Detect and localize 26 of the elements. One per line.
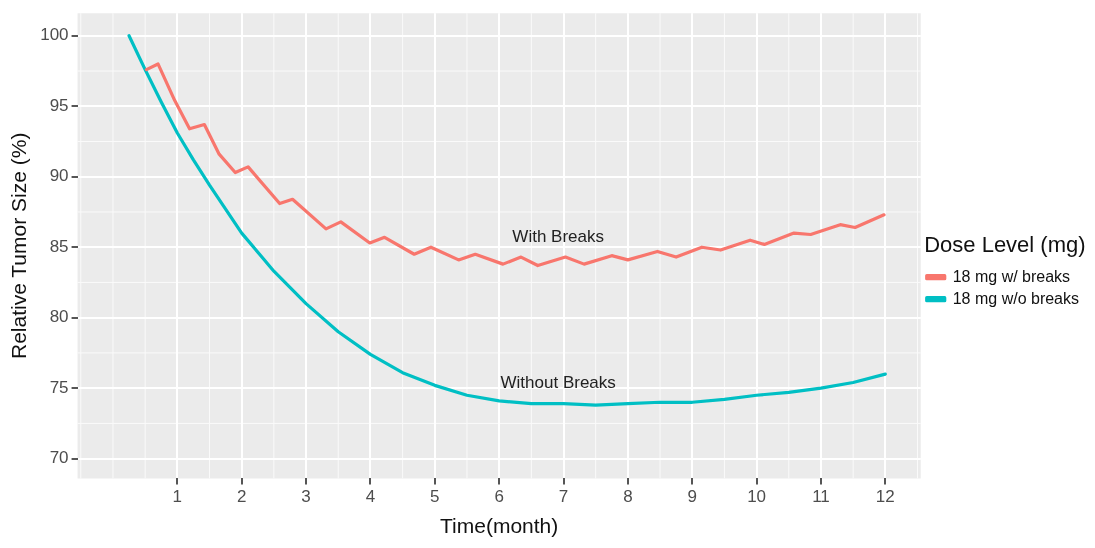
x-tick-label: 11 <box>812 487 830 507</box>
x-tick-label: 1 <box>172 487 183 507</box>
annotation: Without Breaks <box>500 373 616 393</box>
x-tick-label: 8 <box>623 487 633 507</box>
x-tick-label: 2 <box>236 487 247 507</box>
x-tick-label: 12 <box>875 487 895 507</box>
x-tick-label: 9 <box>687 487 697 507</box>
x-tick-label: 7 <box>558 487 569 507</box>
legend-label: 18 mg w/o breaks <box>952 289 1079 307</box>
y-tick-label: 85 <box>49 236 69 256</box>
x-tick-label: 4 <box>365 487 376 507</box>
x-tick-label: 3 <box>301 487 311 507</box>
y-axis-title: Relative Tumor Size (%) <box>7 132 31 359</box>
y-tick-label: 80 <box>49 307 69 327</box>
y-tick-label: 95 <box>49 95 69 115</box>
y-tick-label: 90 <box>49 166 69 186</box>
x-axis-title: Time(month) <box>440 514 559 538</box>
y-tick-label: 75 <box>49 377 69 397</box>
y-tick-label: 70 <box>49 448 69 468</box>
legend-label: 18 mg w/ breaks <box>952 267 1071 285</box>
x-tick-label: 5 <box>430 487 440 507</box>
y-tick-label: 100 <box>40 25 69 45</box>
x-tick-label: 10 <box>747 487 767 507</box>
x-tick-label: 6 <box>494 487 504 507</box>
legend-title: Dose Level (mg) <box>924 231 1086 257</box>
annotation: With Breaks <box>512 226 604 246</box>
